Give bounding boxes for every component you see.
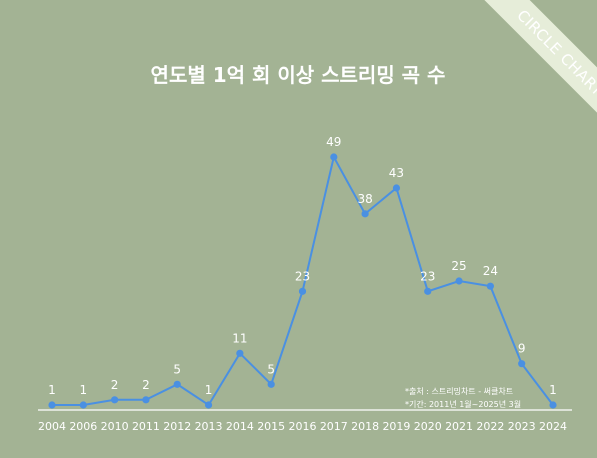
- x-tick-label: 2010: [101, 420, 129, 433]
- data-label: 1: [79, 383, 87, 397]
- data-point: [267, 380, 275, 388]
- data-point: [424, 287, 432, 295]
- data-point: [204, 401, 213, 409]
- data-label: 24: [483, 264, 498, 278]
- data-point: [330, 153, 338, 161]
- data-label: 43: [389, 166, 404, 180]
- x-tick-label: 2016: [289, 420, 317, 433]
- x-tick-label: 2011: [132, 420, 160, 433]
- data-label: 49: [326, 135, 341, 149]
- x-tick-label: 2014: [226, 420, 254, 433]
- x-tick-label: 2012: [163, 420, 191, 433]
- data-label: 1: [48, 383, 56, 397]
- data-label: 23: [295, 269, 310, 283]
- x-tick-label: 2023: [508, 420, 536, 433]
- data-label: 1: [205, 383, 213, 397]
- data-point: [111, 396, 119, 404]
- period-note: *기간: 2011년 1월~2025년 3월: [405, 399, 521, 409]
- x-tick-label: 2006: [69, 420, 97, 433]
- data-label: 11: [232, 331, 247, 345]
- x-tick-label: 2021: [445, 420, 473, 433]
- data-label: 38: [357, 192, 372, 206]
- data-point: [392, 184, 401, 192]
- data-label: 25: [451, 259, 466, 273]
- data-point: [48, 401, 56, 409]
- data-label: 2: [111, 378, 119, 392]
- data-point: [361, 210, 369, 218]
- x-tick-label: 2004: [38, 420, 66, 433]
- data-label: 23: [420, 269, 435, 283]
- data-point: [173, 380, 181, 388]
- data-point: [486, 282, 494, 290]
- data-point: [549, 401, 557, 409]
- x-tick-label: 2013: [195, 420, 223, 433]
- data-label: 9: [518, 342, 526, 356]
- source-note: *출처 : 스트리밍차트 - 써클차트: [405, 386, 513, 396]
- x-tick-label: 2017: [320, 420, 348, 433]
- x-tick-label: 2020: [414, 420, 442, 433]
- data-label: 5: [173, 362, 181, 376]
- data-label: 5: [267, 362, 275, 376]
- x-tick-label: 2018: [351, 420, 379, 433]
- x-tick-labels-layer: 2004 2006 2010 2011 2012 2013 2014 2015 2016 2017…: [38, 420, 567, 433]
- series-layer: [48, 153, 557, 409]
- data-point: [298, 287, 307, 295]
- data-label: 1: [549, 383, 557, 397]
- chart-title: 연도별 1억 회 이상 스트리밍 곡 수: [151, 63, 446, 87]
- x-tick-label: 2024: [539, 420, 567, 433]
- x-tick-label: 2015: [257, 420, 285, 433]
- x-tick-label: 2022: [476, 420, 504, 433]
- data-point: [236, 349, 244, 357]
- data-point: [142, 396, 150, 404]
- data-point: [79, 401, 87, 409]
- x-tick-label: 2019: [382, 420, 410, 433]
- data-label: 2: [142, 378, 150, 392]
- data-point: [518, 360, 526, 368]
- data-point: [455, 277, 463, 285]
